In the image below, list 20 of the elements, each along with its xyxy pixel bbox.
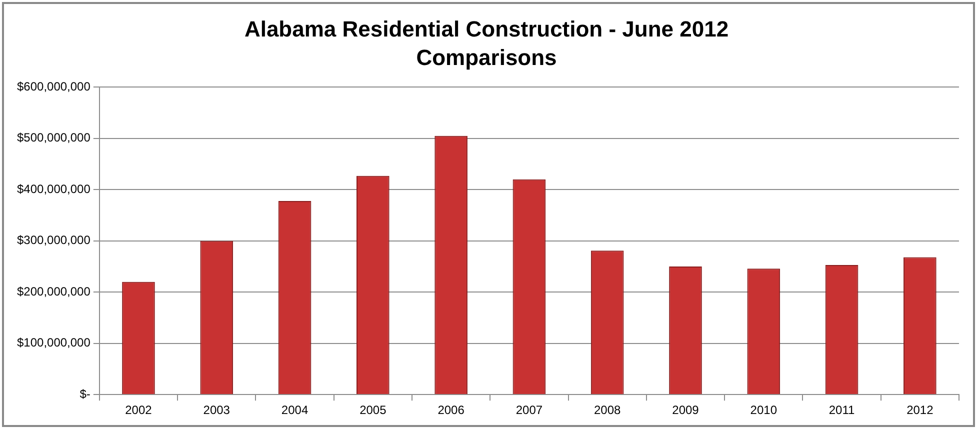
y-tick-label: $400,000,000 (17, 182, 91, 196)
x-tick-label: 2009 (672, 403, 700, 418)
x-tick-label: 2006 (438, 403, 465, 418)
y-tick-label: $600,000,000 (17, 80, 91, 94)
x-tick-label: 2007 (516, 403, 543, 418)
x-tick-label: 2002 (125, 403, 152, 418)
y-tick-label: $- (80, 386, 90, 401)
x-tick-label: 2004 (281, 403, 308, 418)
x-tick-label: 2012 (906, 403, 934, 418)
x-tick-label: 2003 (203, 403, 230, 418)
text: Comparisons (416, 44, 557, 70)
x-tick-label: 2011 (828, 403, 856, 418)
text: Alabama Residential Construction - June 2012 (244, 16, 729, 42)
y-tick-label: $500,000,000 (17, 130, 91, 145)
x-tick-label: 2005 (360, 403, 387, 418)
y-tick-label: $100,000,000 (17, 336, 91, 350)
x-tick-label: 2010 (750, 403, 778, 418)
y-tick-label: $300,000,000 (17, 233, 91, 248)
y-tick-label: $200,000,000 (17, 284, 91, 298)
x-tick-label: 2008 (594, 403, 622, 418)
